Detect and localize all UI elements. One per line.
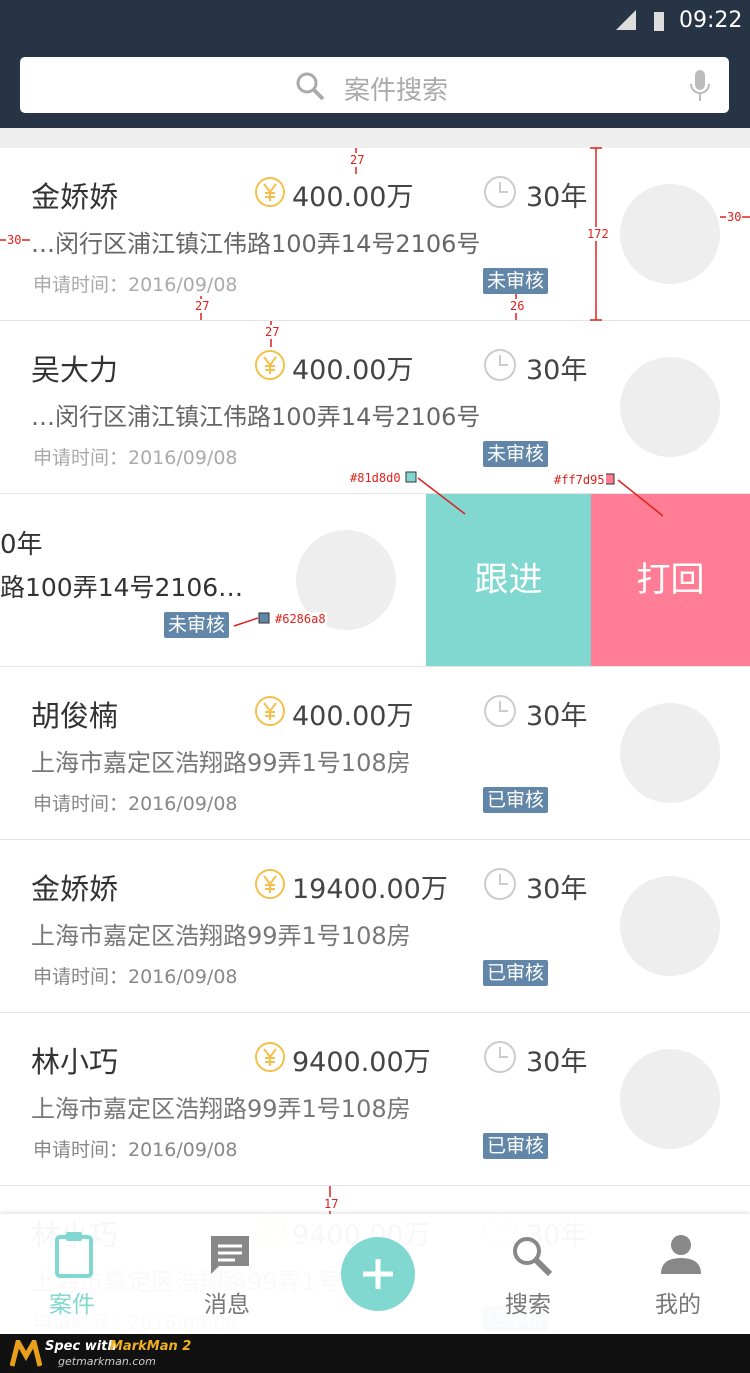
avatar xyxy=(620,184,720,284)
status-time: 09:22 xyxy=(679,8,743,33)
clock-icon xyxy=(483,348,517,386)
footer-bar xyxy=(0,1334,750,1373)
case-item[interactable]: 胡俊楠 400.00万 30年上海市嘉定区浩翔路99弄1号108房申请时间：2016… xyxy=(0,667,750,840)
avatar xyxy=(620,1049,720,1149)
search-icon xyxy=(296,72,325,101)
footer-url: getmarkman.com xyxy=(58,1355,156,1368)
status-badge: 未审核 xyxy=(483,268,549,294)
nav-label[interactable]: 消息 xyxy=(204,1292,250,1318)
amount: 19400.00万 xyxy=(292,874,448,905)
spec-annotation: 27 xyxy=(264,325,281,339)
case-item[interactable]: 金娇娇 400.00万 30年 …闵行区浦江镇江伟路100弄14号2106号申请时间：… xyxy=(0,148,750,321)
amount: 400.00万 xyxy=(292,701,414,732)
spec-annotation: #6286a8 xyxy=(274,612,327,626)
amount: 400.00万 xyxy=(292,355,414,386)
case-item[interactable]: 0年路100弄14号2106… 未审核 跟进 打回 xyxy=(0,494,750,667)
clock-icon xyxy=(483,1040,517,1078)
name: 吴大力 xyxy=(31,353,119,387)
footer-brand: MarkMan 2 xyxy=(110,1339,192,1354)
clock-icon xyxy=(483,867,517,905)
spec-lines xyxy=(0,147,750,1214)
spec-annotation: 17 xyxy=(323,1197,340,1211)
spec-annotation: 30 xyxy=(726,210,743,224)
name: 金娇娇 xyxy=(31,872,119,906)
coin-icon xyxy=(254,349,286,385)
spec-annotation: #ff7d95 xyxy=(553,473,606,487)
coin-icon xyxy=(254,868,286,904)
apply-date: 申请时间：2016/09/08 xyxy=(33,966,238,988)
search-box[interactable] xyxy=(20,57,729,113)
coin-icon xyxy=(254,176,286,212)
spec-annotation: 30 xyxy=(6,233,23,247)
name: 金娇娇 xyxy=(31,180,119,214)
add-button[interactable] xyxy=(341,1237,415,1311)
apply-date: 申请时间：2016/09/08 xyxy=(33,274,238,296)
coin-icon xyxy=(254,1041,286,1077)
term: 30年 xyxy=(526,182,588,213)
apply-date: 申请时间：2016/09/08 xyxy=(33,447,238,469)
nav-icon-me xyxy=(661,1235,701,1274)
swipe-action[interactable]: 打回 xyxy=(591,494,750,666)
status-badge: 已审核 xyxy=(483,960,549,986)
term: 30年 xyxy=(526,874,588,905)
spec-annotation: 27 xyxy=(349,153,366,167)
term: 30年 xyxy=(526,1047,588,1078)
avatar xyxy=(620,876,720,976)
case-item[interactable]: 吴大力 400.00万 30年 …闵行区浦江镇江伟路100弄14号2106号申请时间：… xyxy=(0,321,750,494)
nav-icon-search xyxy=(513,1237,553,1277)
nav-label[interactable]: 搜索 xyxy=(505,1292,551,1318)
address: …闵行区浦江镇江伟路100弄14号2106号 xyxy=(31,230,481,258)
clock-icon xyxy=(483,175,517,213)
spec-annotation: #81d8d0 xyxy=(349,471,402,485)
nav-icon-messages xyxy=(211,1236,249,1274)
nav-icon-cases xyxy=(55,1232,93,1278)
address: 上海市嘉定区浩翔路99弄1号108房 xyxy=(31,922,411,950)
footer-brand-prefix: Spec with xyxy=(45,1339,117,1354)
status-badge: 未审核 xyxy=(164,612,230,638)
spec-annotation: 26 xyxy=(509,299,526,313)
case-item[interactable]: 林小巧 9400.00万 30年上海市嘉定区浩翔路99弄1号108房申请时间：201… xyxy=(0,1013,750,1186)
avatar xyxy=(620,703,720,803)
swipe-action[interactable]: 跟进 xyxy=(426,494,591,666)
amount: 9400.00万 xyxy=(292,1047,431,1078)
status-badge: 未审核 xyxy=(483,441,549,467)
spec-annotation: 172 xyxy=(586,227,610,241)
apply-date: 申请时间：2016/09/08 xyxy=(33,1139,238,1161)
name: 胡俊楠 xyxy=(31,699,119,733)
avatar xyxy=(620,357,720,457)
address: 上海市嘉定区浩翔路99弄1号108房 xyxy=(31,749,411,777)
address: 上海市嘉定区浩翔路99弄1号108房 xyxy=(31,1095,411,1123)
address: …闵行区浦江镇江伟路100弄14号2106号 xyxy=(31,403,481,431)
apply-date: 申请时间：2016/09/08 xyxy=(33,793,238,815)
term: 30年 xyxy=(526,701,588,732)
status-icons xyxy=(616,10,664,31)
clock-icon xyxy=(483,694,517,732)
case-list: 金娇娇 400.00万 30年 …闵行区浦江镇江伟路100弄14号2106号 申请时间：… xyxy=(0,148,750,1359)
case-item[interactable]: 金娇娇 19400.00万 30年上海市嘉定区浩翔路99弄1号108房申请时间：20… xyxy=(0,840,750,1013)
address: 路100弄14号2106… xyxy=(0,573,244,602)
coin-icon xyxy=(254,695,286,731)
term: 30年 xyxy=(526,355,588,386)
status-badge: 已审核 xyxy=(483,787,549,813)
amount: 400.00万 xyxy=(292,182,414,213)
divider xyxy=(0,128,750,148)
nav-label[interactable]: 我的 xyxy=(655,1292,701,1318)
mic-icon xyxy=(690,70,710,101)
markman-logo xyxy=(10,1340,42,1367)
term: 0年 xyxy=(0,530,43,560)
search-placeholder: 案件搜索 xyxy=(344,76,449,106)
spec-annotation: 27 xyxy=(194,299,211,313)
name: 林小巧 xyxy=(31,1045,119,1079)
status-badge: 已审核 xyxy=(483,1133,549,1159)
nav-label[interactable]: 案件 xyxy=(49,1292,95,1318)
